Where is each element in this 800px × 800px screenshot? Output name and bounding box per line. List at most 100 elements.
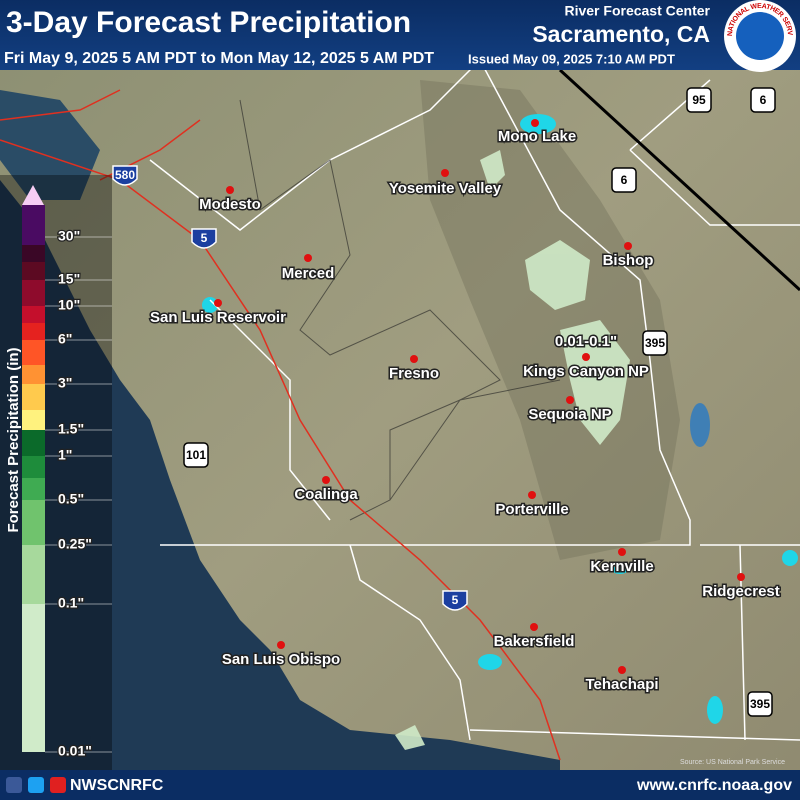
place-dot: [528, 491, 536, 499]
legend-band: [22, 323, 45, 340]
footer-bar: [0, 770, 800, 800]
highway-number: 5: [201, 231, 208, 245]
highway-number: 580: [115, 168, 135, 182]
highway-number: 395: [750, 697, 770, 711]
period: Fri May 9, 2025 5 AM PDT to Mon May 12, …: [4, 50, 434, 67]
place-label: San Luis Reservoir: [150, 309, 286, 326]
highway-number: 395: [645, 336, 665, 350]
legend-arrow: [22, 185, 44, 205]
precip-areas: [395, 150, 630, 750]
highway-number: 101: [186, 448, 206, 462]
place-dot: [530, 623, 538, 631]
issued: Issued May 09, 2025 7:10 AM PDT: [468, 51, 675, 66]
credit: Source: US National Park Service: [680, 759, 785, 766]
place-dot: [624, 242, 632, 250]
legend-band: [22, 245, 45, 262]
legend-label: 10": [58, 297, 80, 313]
highway-number: 5: [452, 593, 459, 607]
place-dot: [214, 299, 222, 307]
place-label: Merced: [282, 265, 335, 282]
legend: 30" 15" 10" 6" 3" 1.5" 1" 0.5" 0.25" 0.1" 0.01": [22, 185, 112, 760]
state-line: [558, 68, 800, 292]
place-label: Porterville: [495, 501, 568, 518]
precip-annotation: 0.01-0.1": [555, 333, 617, 350]
place-dot: [441, 169, 449, 177]
interstate-shield: [112, 165, 138, 186]
place-label: Tehachapi: [585, 676, 658, 693]
place-label: Bakersfield: [494, 633, 575, 650]
agency: River Forecast Center: [564, 3, 710, 19]
legend-label: 1.5": [58, 421, 84, 437]
youtube-icon[interactable]: [50, 777, 66, 793]
place-dot: [410, 355, 418, 363]
place-dot: [737, 573, 745, 581]
interstate-shield: [191, 228, 217, 249]
legend-band: [22, 280, 45, 306]
legend-panel: [0, 175, 112, 770]
place-dot: [277, 641, 285, 649]
place-dot: [582, 353, 590, 361]
legend-band: [22, 205, 45, 245]
place-dot: [618, 548, 626, 556]
legend-title: Forecast Precipitation (in): [5, 347, 22, 532]
mountains: [420, 80, 680, 560]
place-label: Coalinga: [294, 486, 358, 503]
us-shield: [183, 442, 209, 468]
legend-label: 1": [58, 447, 72, 463]
legend-label: 3": [58, 375, 72, 391]
place-dot: [226, 186, 234, 194]
place-dot: [531, 119, 539, 127]
legend-band: [22, 456, 45, 478]
place-dot: [322, 476, 330, 484]
place-label: Fresno: [389, 365, 439, 382]
us-shield: [747, 691, 773, 717]
legend-band: [22, 430, 45, 456]
title: 3-Day Forecast Precipitation: [6, 6, 411, 39]
us-shield: [686, 87, 712, 113]
interstate-shield: [442, 590, 468, 611]
place-label: Yosemite Valley: [389, 180, 502, 197]
us-shield: [642, 330, 668, 356]
place-label: Mono Lake: [498, 128, 576, 145]
overlays: Mono Lake Yosemite Valley Modesto Bishop Mer…: [112, 87, 781, 717]
place-dot: [566, 396, 574, 404]
us-shield: [750, 87, 776, 113]
place-dot: [618, 666, 626, 674]
twitter-icon[interactable]: [28, 777, 44, 793]
place-dot: [304, 254, 312, 262]
highway-number: 6: [621, 173, 628, 187]
place-label: San Luis Obispo: [222, 651, 340, 668]
place-label: Bishop: [603, 252, 654, 269]
legend-label: 6": [58, 331, 72, 347]
legend-label: 0.01": [58, 743, 92, 759]
lakes: [202, 114, 798, 724]
legend-band: [22, 604, 45, 752]
header-bar: [0, 0, 800, 70]
place-label: Modesto: [199, 196, 261, 213]
ocean: [0, 180, 560, 770]
county-lines: [239, 99, 561, 521]
legend-label: 0.5": [58, 491, 84, 507]
legend-band: [22, 410, 45, 430]
place-label: Ridgecrest: [702, 583, 780, 600]
us-shield: [611, 167, 637, 193]
legend-band: [22, 262, 45, 280]
logo-inner: [736, 12, 784, 60]
place-label: Kernville: [590, 558, 653, 575]
legend-band: [22, 306, 45, 323]
facebook-icon[interactable]: [6, 777, 22, 793]
office: Sacramento, CA: [532, 21, 710, 47]
legend-band: [22, 545, 45, 604]
website[interactable]: www.cnrfc.noaa.gov: [636, 777, 792, 794]
social-handle[interactable]: NWSCNRFC: [70, 777, 164, 794]
place-label: Kings Canyon NP: [523, 363, 649, 380]
legend-band: [22, 478, 45, 500]
highway-number: 95: [692, 93, 706, 107]
legend-label: 15": [58, 271, 80, 287]
place-label: Sequoia NP: [528, 406, 611, 423]
legend-band: [22, 340, 45, 365]
legend-label: 30": [58, 228, 80, 244]
legend-band: [22, 500, 45, 545]
highway-number: 6: [760, 93, 767, 107]
